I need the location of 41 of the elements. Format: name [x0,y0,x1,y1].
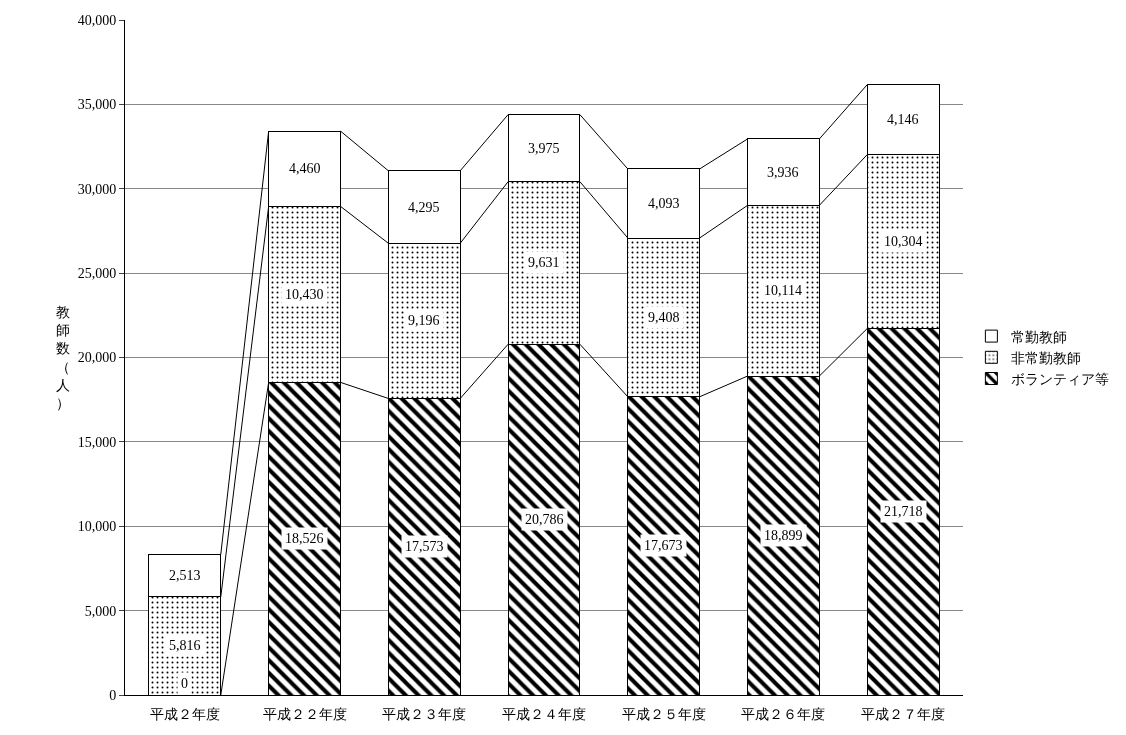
x-tick-label: 平成２６年度 [741,706,826,722]
x-tick-label: 平成２２年度 [262,706,347,722]
data-label: 2,513 [169,568,201,583]
data-label: 3,936 [767,165,799,180]
data-label: 3,975 [528,141,560,156]
data-label: 20,786 [525,512,564,527]
data-label: 9,408 [648,310,680,325]
y-tick-label: 20,000 [77,350,117,366]
y-tick-label: 35,000 [77,97,117,113]
y-tick-label: 0 [109,687,117,703]
x-tick-label: 平成２４年度 [502,706,586,722]
y-axis-title: 教師数（人） [56,304,70,411]
x-tick-label: 平成２７年度 [861,706,946,722]
data-label: 4,093 [648,196,680,211]
data-label: 9,631 [528,255,560,270]
y-tick-label: 5,000 [84,603,117,619]
data-label: 18,526 [285,531,324,546]
data-label: 10,304 [884,234,923,249]
data-label: 17,673 [644,538,683,553]
data-label: 4,146 [887,112,919,127]
y-tick-label: 40,000 [77,12,117,28]
y-tick-label: 10,000 [77,519,117,535]
x-tick-label: 平成２５年度 [621,706,706,722]
y-tick-label: 30,000 [77,181,117,197]
x-tick-label: 平成２年度 [149,706,220,722]
data-label: 18,899 [764,528,803,543]
data-label: 4,460 [289,161,321,176]
legend-label: 常勤教師 [1011,328,1068,345]
data-label: 0 [181,676,188,691]
x-tick-label: 平成２３年度 [382,706,467,722]
data-label: 10,114 [764,283,802,298]
data-label: 10,430 [285,287,324,302]
text: ボランティア等 [1011,370,1110,387]
data-label: 5,816 [169,638,201,653]
y-tick-label: 25,000 [77,266,117,282]
text: 非常勤教師 [1011,349,1082,366]
y-tick-label: 15,000 [77,434,117,450]
data-label: 4,295 [408,200,440,215]
data-label: 21,718 [884,504,923,519]
data-label: 9,196 [408,313,440,328]
data-label: 17,573 [405,539,444,554]
